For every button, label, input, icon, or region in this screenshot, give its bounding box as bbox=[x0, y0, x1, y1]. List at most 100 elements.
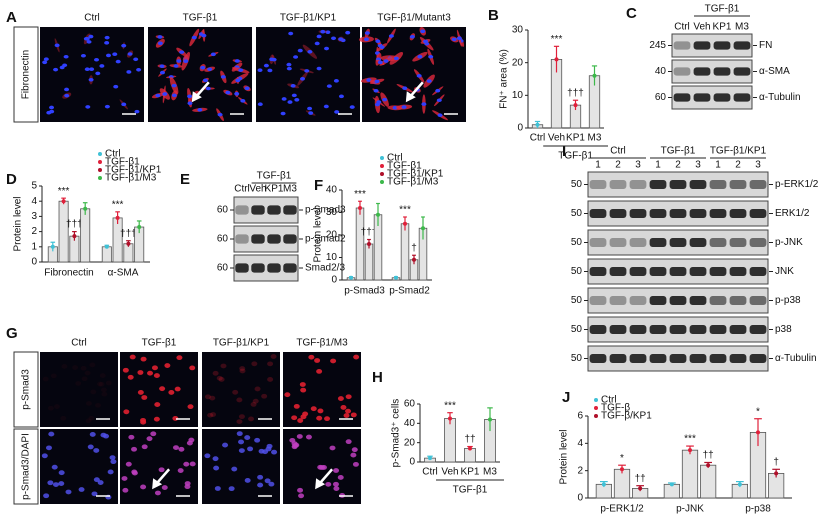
panel-letter: I bbox=[562, 143, 566, 160]
nucleus bbox=[382, 97, 388, 102]
nucleus bbox=[217, 112, 223, 117]
nucleus bbox=[121, 43, 127, 48]
blot-label: p-p38 bbox=[775, 295, 801, 306]
group-label: TGF-β1/KP1 bbox=[710, 146, 767, 157]
nucleus bbox=[213, 465, 220, 471]
lane-label: M3 bbox=[283, 184, 297, 195]
y-tick-label: 0 bbox=[31, 257, 37, 268]
nucleus bbox=[183, 59, 189, 63]
nucleus bbox=[172, 445, 179, 451]
band bbox=[693, 67, 711, 76]
nucleus bbox=[178, 446, 185, 452]
nucleus bbox=[316, 34, 322, 39]
mw-label: 40 bbox=[655, 66, 667, 77]
nucleus bbox=[337, 396, 344, 401]
data-point bbox=[488, 417, 492, 422]
band bbox=[709, 354, 727, 363]
nucleus bbox=[62, 63, 68, 68]
micrograph bbox=[120, 352, 198, 427]
band bbox=[669, 296, 687, 305]
nucleus bbox=[99, 373, 106, 378]
nucleus bbox=[189, 461, 196, 467]
lane-label: Ctrl bbox=[234, 184, 250, 195]
blot-label: p38 bbox=[775, 324, 792, 335]
micrograph bbox=[202, 429, 280, 504]
legend-marker bbox=[380, 156, 384, 160]
y-tick-label: 30 bbox=[326, 207, 338, 218]
nucleus bbox=[104, 41, 110, 45]
nucleus bbox=[158, 467, 165, 473]
x-tick-label: Veh bbox=[548, 133, 565, 144]
nucleus bbox=[96, 381, 103, 387]
band bbox=[267, 234, 281, 244]
nucleus bbox=[300, 387, 307, 393]
nucleus bbox=[202, 78, 208, 83]
nucleus bbox=[161, 485, 168, 490]
x-tick-label: p-ERK1/2 bbox=[600, 504, 644, 515]
nucleus bbox=[123, 409, 130, 415]
nucleus bbox=[377, 60, 383, 65]
nucleus bbox=[324, 46, 330, 51]
data-point bbox=[126, 241, 131, 246]
nucleus bbox=[173, 64, 179, 68]
nucleus bbox=[89, 432, 96, 437]
nucleus bbox=[65, 489, 72, 495]
data-point bbox=[737, 482, 742, 487]
bar bbox=[681, 449, 699, 499]
nucleus bbox=[333, 468, 340, 473]
image-bg bbox=[40, 429, 118, 504]
lane-label: 2 bbox=[615, 160, 621, 171]
nucleus bbox=[205, 86, 211, 91]
nucleus bbox=[225, 90, 231, 95]
nucleus bbox=[257, 68, 263, 72]
nucleus bbox=[308, 111, 314, 115]
micrograph bbox=[256, 27, 360, 122]
micrograph bbox=[148, 27, 252, 122]
band bbox=[589, 267, 607, 276]
band bbox=[693, 93, 711, 102]
nucleus bbox=[293, 442, 300, 448]
lane-label: 1 bbox=[595, 160, 601, 171]
nucleus bbox=[93, 477, 100, 483]
nucleus bbox=[297, 487, 304, 493]
nucleus bbox=[140, 419, 147, 425]
nucleus bbox=[300, 77, 306, 81]
nucleus bbox=[47, 480, 54, 486]
data-point bbox=[554, 57, 559, 62]
mw-label: 50 bbox=[571, 208, 583, 219]
significance: † bbox=[411, 243, 417, 254]
lane-label: KP1 bbox=[265, 184, 284, 195]
y-tick-label: 0 bbox=[517, 123, 523, 134]
nucleus bbox=[84, 67, 90, 72]
nucleus bbox=[109, 455, 116, 461]
lane-label: 3 bbox=[635, 160, 641, 171]
mw-label: 50 bbox=[571, 295, 583, 306]
nucleus bbox=[393, 56, 399, 61]
nucleus bbox=[64, 87, 70, 92]
band bbox=[589, 238, 607, 247]
bar bbox=[444, 418, 456, 463]
data-point bbox=[638, 486, 643, 491]
nucleus bbox=[421, 102, 427, 106]
nucleus bbox=[216, 375, 223, 381]
blot-row bbox=[587, 258, 769, 285]
blot-row bbox=[671, 33, 753, 58]
blot-label: α-SMA bbox=[759, 66, 790, 77]
significance: ††† bbox=[361, 227, 378, 238]
lane-label: Veh bbox=[249, 184, 266, 195]
nucleus bbox=[64, 93, 70, 98]
band bbox=[609, 325, 627, 334]
nucleus bbox=[345, 408, 352, 414]
nucleus bbox=[252, 398, 259, 404]
blot-label: JNK bbox=[775, 266, 794, 277]
nucleus bbox=[212, 370, 219, 376]
nucleus bbox=[105, 380, 112, 386]
nucleus bbox=[300, 414, 307, 420]
legend-marker bbox=[98, 152, 102, 156]
y-tick-label: 1 bbox=[31, 241, 37, 252]
significance: †† bbox=[703, 450, 714, 461]
x-tick-label: p-Smad2 bbox=[389, 286, 430, 297]
blot-row bbox=[233, 254, 299, 282]
nucleus bbox=[60, 415, 67, 421]
column-label: TGF-β1 bbox=[142, 338, 177, 349]
